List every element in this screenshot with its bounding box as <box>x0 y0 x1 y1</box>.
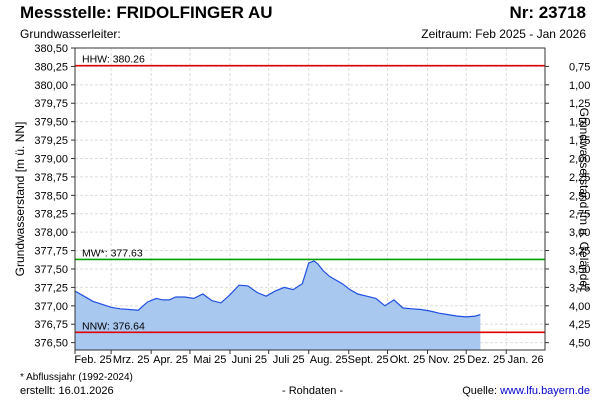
y2-tick-label: 0,75 <box>569 61 590 73</box>
raw-data-note: - Rohdaten - <box>282 385 344 397</box>
y2-tick-label: 1,75 <box>569 135 590 147</box>
y2-tick-label: 2,75 <box>569 209 590 221</box>
x-tick-label: Sept. 25 <box>348 354 389 366</box>
x-tick-labels: Feb. 25 Mrz. 25 Apr. 25 Mai 25 Juni 25 Juli 2… <box>74 354 543 366</box>
x-tick-label: Nov. 25 <box>428 354 465 366</box>
y2-tick-label: 4,50 <box>569 338 590 350</box>
y2-tick-label: 3,75 <box>569 282 590 294</box>
reference-lines: HHW: 380.26 MW*: 377.63 NNW: 376.64 <box>75 54 545 334</box>
y-tick-label: 377,50 <box>34 264 68 276</box>
source-credit: Quelle: www.lfu.bayern.de <box>462 385 590 397</box>
y-tick-label: 378,75 <box>34 172 68 184</box>
y-tick-label: 380,00 <box>34 80 68 92</box>
y2-tick-label: 1,25 <box>569 98 590 110</box>
footnote: * Abflussjahr (1992-2024) <box>20 372 133 383</box>
period-label: Zeitraum: Feb 2025 - Jan 2026 <box>421 27 586 41</box>
y2-tick-label: 4,25 <box>569 319 590 331</box>
x-tick-label: Juli 25 <box>273 354 305 366</box>
reference-line-label: NNW: 376.64 <box>82 320 145 332</box>
y2-tick-label: 2,00 <box>569 153 590 165</box>
x-tick-label: Aug. 25 <box>310 354 348 366</box>
y2-tick-label: 1,00 <box>569 80 590 92</box>
y2-tick-label: 3,00 <box>569 227 590 239</box>
y-tick-label: 376,75 <box>34 319 68 331</box>
y-tick-label: 380,50 <box>34 43 68 55</box>
x-tick-label: Juni 25 <box>232 354 267 366</box>
y-axis-label: Grundwasserstand [m ü. NN] <box>13 122 27 277</box>
series-area <box>74 260 481 350</box>
y2-tick-label: 3,25 <box>569 246 590 258</box>
y2-tick-label: 1,50 <box>569 117 590 129</box>
x-tick-label: Dez. 25 <box>467 354 505 366</box>
y-tick-label: 378,50 <box>34 190 68 202</box>
x-tick-label: Apr. 25 <box>153 354 188 366</box>
y2-tick-label: 3,50 <box>569 264 590 276</box>
x-tick-label: Okt. 25 <box>390 354 425 366</box>
x-tick-label: Feb. 25 <box>74 354 111 366</box>
y-tick-label: 376,50 <box>34 338 68 350</box>
y-tick-label: 379,50 <box>34 117 68 129</box>
y-tick-label: 380,25 <box>34 61 68 73</box>
y-tick-label: 379,25 <box>34 135 68 147</box>
y-tick-label: 378,00 <box>34 227 68 239</box>
y2-tick-labels: 0,75 1,00 1,25 1,50 1,75 2,00 2,25 2,50 2,75 3,00… <box>569 61 590 349</box>
plot-frame <box>74 47 546 351</box>
y-tick-labels: 380,50 380,25 380,00 379,75 379,50 379,25 379,… <box>34 43 68 350</box>
y-tick-label: 379,75 <box>34 98 68 110</box>
y-tick-label: 379,00 <box>34 153 68 165</box>
y2-tick-label: 2,50 <box>569 190 590 202</box>
x-tick-label: Mai 25 <box>193 354 226 366</box>
page-title: Messstelle: FRIDOLFINGER AU <box>20 3 273 22</box>
y2-tick-label: 2,25 <box>569 172 590 184</box>
reference-line-label: HHW: 380.26 <box>82 54 145 66</box>
aquifer-label: Grundwasserleiter: <box>20 27 121 41</box>
y-tick-label: 378,25 <box>34 209 68 221</box>
created-date: erstellt: 16.01.2026 <box>20 385 114 397</box>
y2-tick-label: 4,00 <box>569 301 590 313</box>
y2-axis-label: Grundwasserstand [m u. Gelände] <box>577 108 591 291</box>
source-link[interactable]: www.lfu.bayern.de <box>500 385 590 397</box>
station-number: Nr: 23718 <box>509 3 586 22</box>
reference-line-label: MW*: 377.63 <box>82 247 143 259</box>
series-line <box>74 260 481 318</box>
x-tick-label: Mrz. 25 <box>113 354 150 366</box>
y-tick-label: 377,75 <box>34 246 68 258</box>
y-tick-label: 377,25 <box>34 282 68 294</box>
source-label: Quelle: <box>462 385 498 397</box>
x-tick-label: Jan. 26 <box>508 354 544 366</box>
series-area-fill <box>75 260 481 350</box>
y-tick-label: 377,00 <box>34 301 68 313</box>
